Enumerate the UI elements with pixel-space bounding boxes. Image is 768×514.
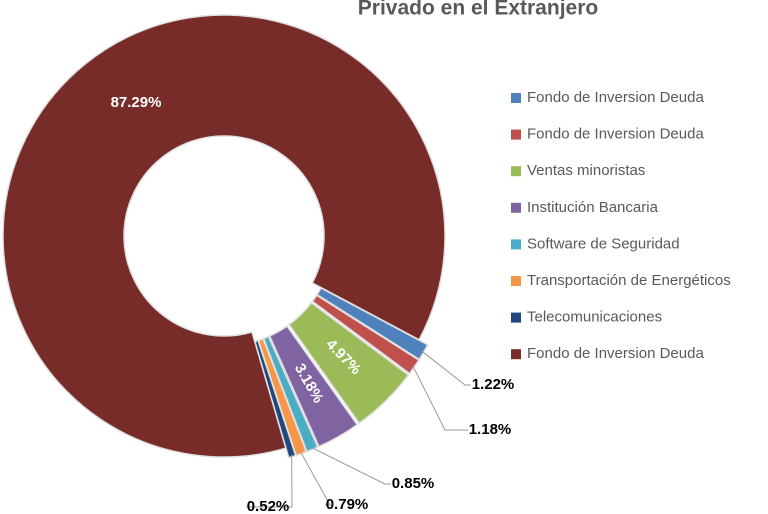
legend-swatch [511, 166, 521, 177]
legend-swatch [511, 349, 521, 360]
legend-label: Fondo de Inversion Deuda [527, 345, 704, 362]
data-label: 87.29% [111, 94, 162, 111]
donut-slice [2, 14, 446, 458]
legend-label: Telecomunicaciones [527, 309, 662, 326]
legend-label: Fondo de Inversion Deuda [527, 126, 704, 143]
legend-swatch [511, 129, 521, 140]
donut-slice [311, 294, 420, 375]
data-label: 1.18% [469, 421, 512, 438]
legend-label: Software de Seguridad [527, 235, 680, 252]
legend-swatch [511, 93, 521, 103]
legend-label: Fondo de Inversion Deuda [527, 89, 704, 106]
legend-swatch [511, 202, 521, 213]
leader-line [246, 454, 293, 508]
leader-line [421, 350, 471, 386]
legend-swatch [511, 239, 521, 250]
data-label: 0.79% [326, 496, 369, 513]
legend-label: Ventas minoristas [527, 162, 645, 179]
legend-label: Transportación de Energéticos [527, 272, 731, 289]
legend-swatch [511, 276, 521, 286]
donut-slice [268, 325, 359, 448]
legend-label: Institución Bancaria [527, 199, 659, 216]
data-label: 0.85% [392, 475, 435, 492]
leader-line [311, 447, 391, 485]
donut-slice [316, 286, 429, 361]
donut-slice [287, 301, 410, 425]
legend-swatch [511, 312, 521, 323]
leader-line [300, 451, 331, 506]
data-label: 1.22% [472, 376, 515, 393]
chart-title: Privado en el Extranjero [358, 0, 598, 20]
leader-line [412, 365, 468, 431]
data-label: 0.52% [247, 498, 290, 514]
